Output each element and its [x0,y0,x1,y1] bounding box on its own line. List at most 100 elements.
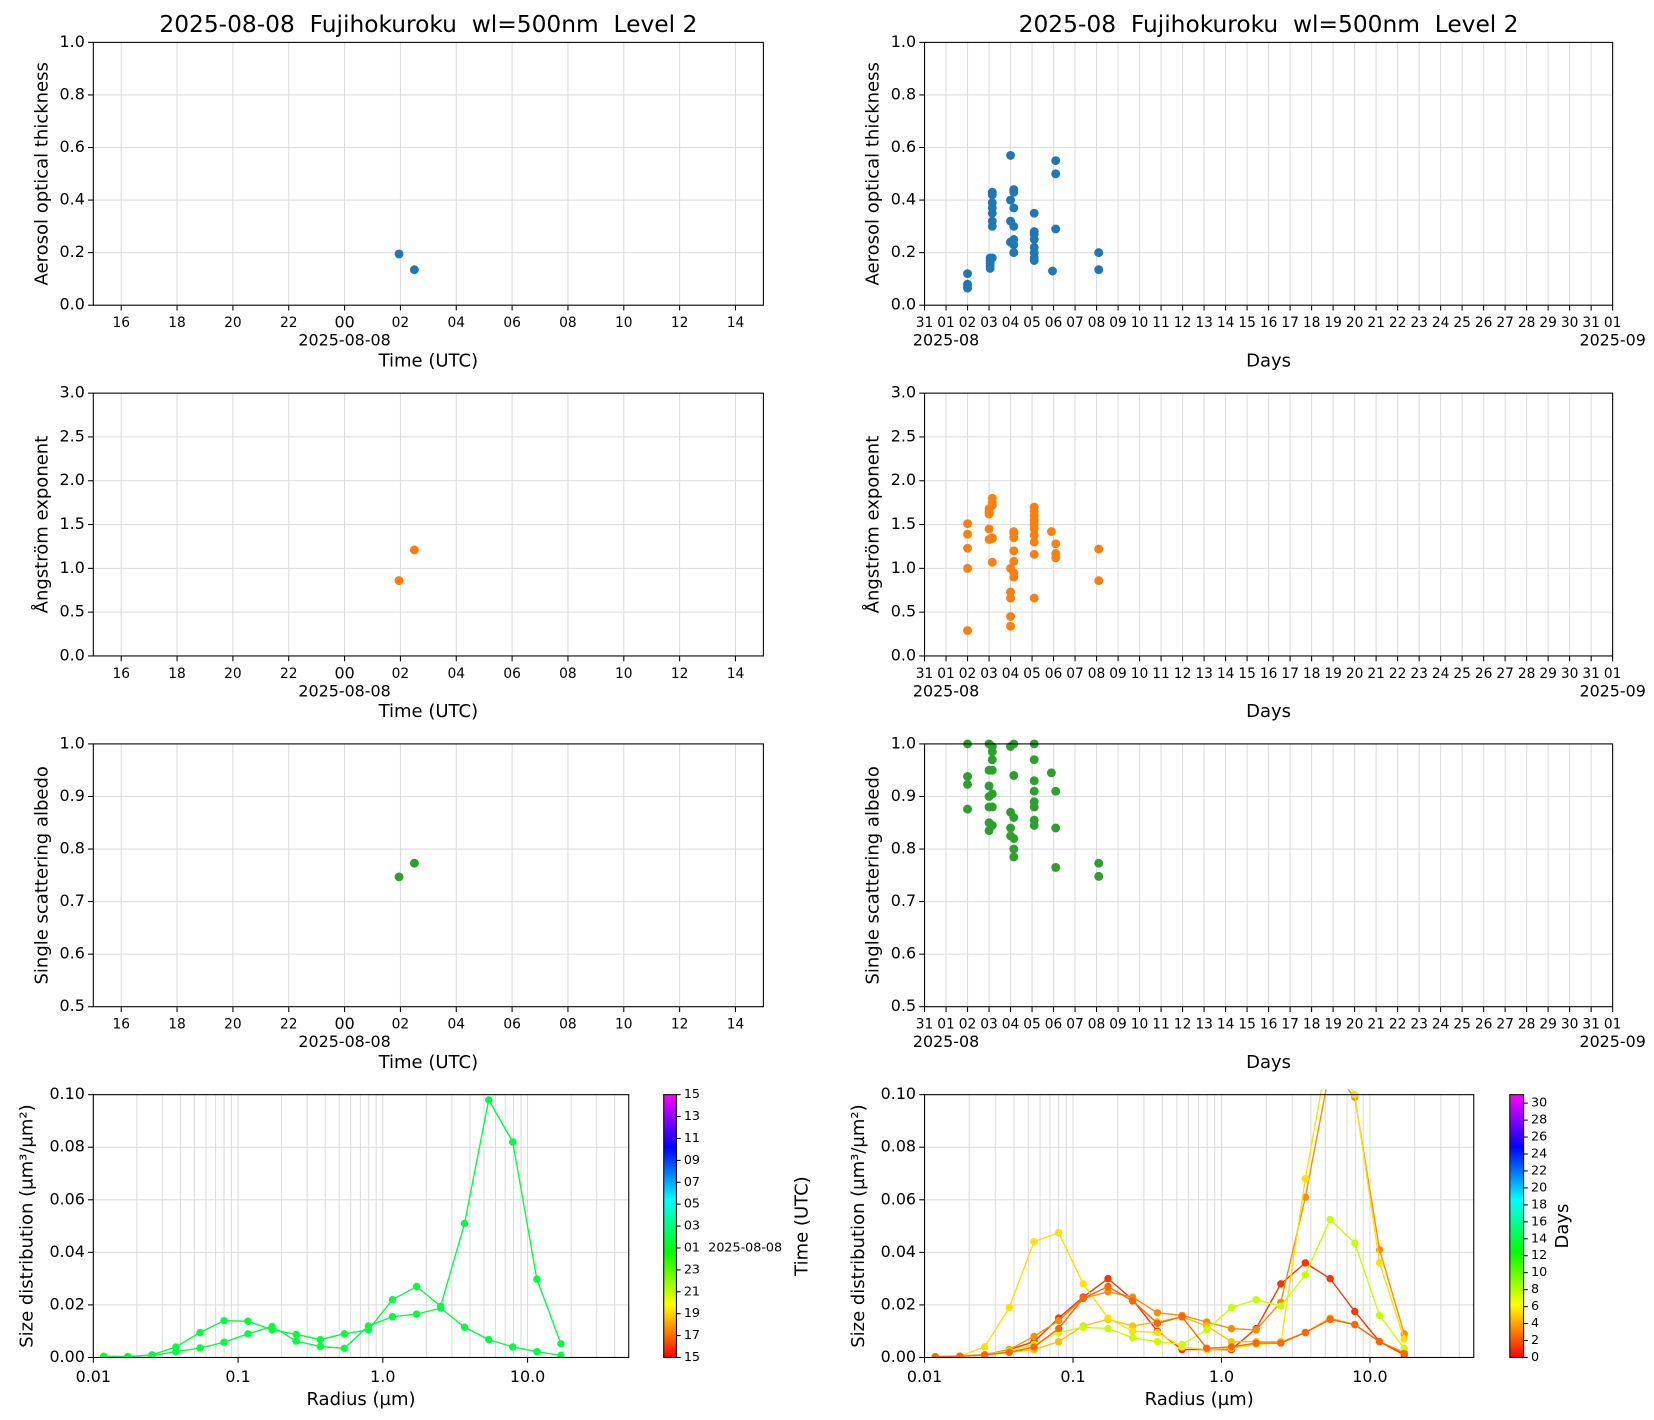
point [1178,1340,1186,1349]
point [1326,1274,1334,1283]
x-start-label: 2025-08 [913,331,979,350]
point [987,253,997,263]
point [244,1330,252,1338]
point [1051,553,1061,563]
point [1009,572,1019,582]
point [1006,612,1016,621]
x-tick-label: 14 [727,666,745,682]
point [1227,1303,1236,1312]
x-tick-label: 00 [334,313,354,332]
point [1326,1315,1334,1324]
x-tick-label: 18 [168,315,186,331]
plot-area [394,545,419,586]
axes-frame [924,41,1614,306]
y-tick-label: 0.2 [891,242,916,261]
point [394,249,404,259]
y-tick-label: 0.7 [891,891,916,910]
x-tick-label: 18 [1303,315,1321,331]
x-tick-label: 20 [1346,1017,1364,1033]
x-tick-label: 27 [1496,315,1514,331]
colorbar-tick-label: 15 [684,1349,700,1364]
colorbar-tick-label: 17 [684,1327,700,1342]
point [1094,576,1104,586]
point [1104,1274,1112,1283]
y-tick-label: 2.0 [60,470,85,489]
axes-frame [924,392,1614,657]
colorbar-tick-label: 28 [1531,1112,1547,1127]
x-tick-label: 12 [1174,1017,1192,1033]
x-tick-label: 15 [1238,315,1256,331]
point [987,747,997,757]
point [963,779,973,789]
x-start-label: 2025-08 [913,1032,979,1051]
point [409,858,419,868]
x-tick-label: 04 [447,666,465,682]
x-tick-label: 12 [671,315,689,331]
point [1029,537,1039,547]
point [1051,823,1061,833]
point [436,1304,445,1312]
point [1153,1328,1162,1337]
point [1375,1338,1384,1346]
point [1009,770,1019,780]
point [1094,265,1104,275]
colorbar-tick-label: 15 [684,1086,700,1101]
axes-frame [924,743,1614,1008]
point [1252,1295,1260,1304]
point [1094,871,1104,881]
x-tick-label: 29 [1539,315,1557,331]
x-axis-label: Time (UTC) [378,350,479,371]
x-tick-label: 16 [1260,315,1278,331]
point [987,216,997,226]
x-tick-label: 03 [980,666,998,682]
x-tick-label: 02 [959,666,977,682]
x-tick-label: 15 [1238,1017,1256,1033]
y-tick-label: 0.00 [49,1347,84,1366]
point [388,1313,397,1321]
point [1227,1324,1236,1333]
y-tick-label: 2.5 [60,426,85,445]
point [1351,1320,1359,1329]
x-tick-label: 09 [1109,315,1127,331]
x-tick-label: 08 [559,1017,577,1033]
x-tick-label: 28 [1518,1017,1536,1033]
x-tick-label: 10 [615,315,633,331]
point [1029,820,1039,830]
point [963,563,973,573]
point [1029,256,1039,265]
x-tick-label: 28 [1518,315,1536,331]
point [987,802,997,812]
y-tick-label: 1.0 [891,733,916,752]
point [980,1351,989,1358]
point [1128,1322,1137,1330]
x-tick-label: 22 [1389,1017,1407,1033]
x-tick-label: 21 [1367,666,1385,682]
point [1104,1282,1112,1291]
y-tick-label: 0.10 [881,1084,916,1103]
y-tick-label: 0.5 [60,996,85,1015]
x-tick-label: 11 [1152,666,1170,682]
y-tick-label: 1.0 [891,558,916,577]
x-tick-label: 10.0 [1352,1367,1387,1386]
point [1029,235,1039,244]
colorbar-tick-label: 8 [1531,1281,1539,1296]
y-axis-label: Ångström exponent [862,436,884,614]
point [1227,1338,1236,1346]
point [292,1337,300,1345]
y-tick-label: 0.5 [60,602,85,621]
colorbar-tick-label: 18 [1531,1196,1547,1211]
y-tick-label: 0.7 [60,891,85,910]
point [984,781,994,791]
point [1326,1215,1334,1224]
colorbar-tick-label: 4 [1531,1315,1539,1330]
y-tick-label: 0.0 [60,645,85,664]
plot-area [394,858,419,882]
point [1326,1038,1333,1045]
x-tick-label: 31 [1582,1017,1600,1033]
x-tick-label: 29 [1539,1017,1557,1033]
axes-frame [92,41,764,306]
point [1153,1309,1162,1317]
y-axis-label: Aerosol optical thickness [31,62,52,285]
x-tick-label: 21 [1367,315,1385,331]
